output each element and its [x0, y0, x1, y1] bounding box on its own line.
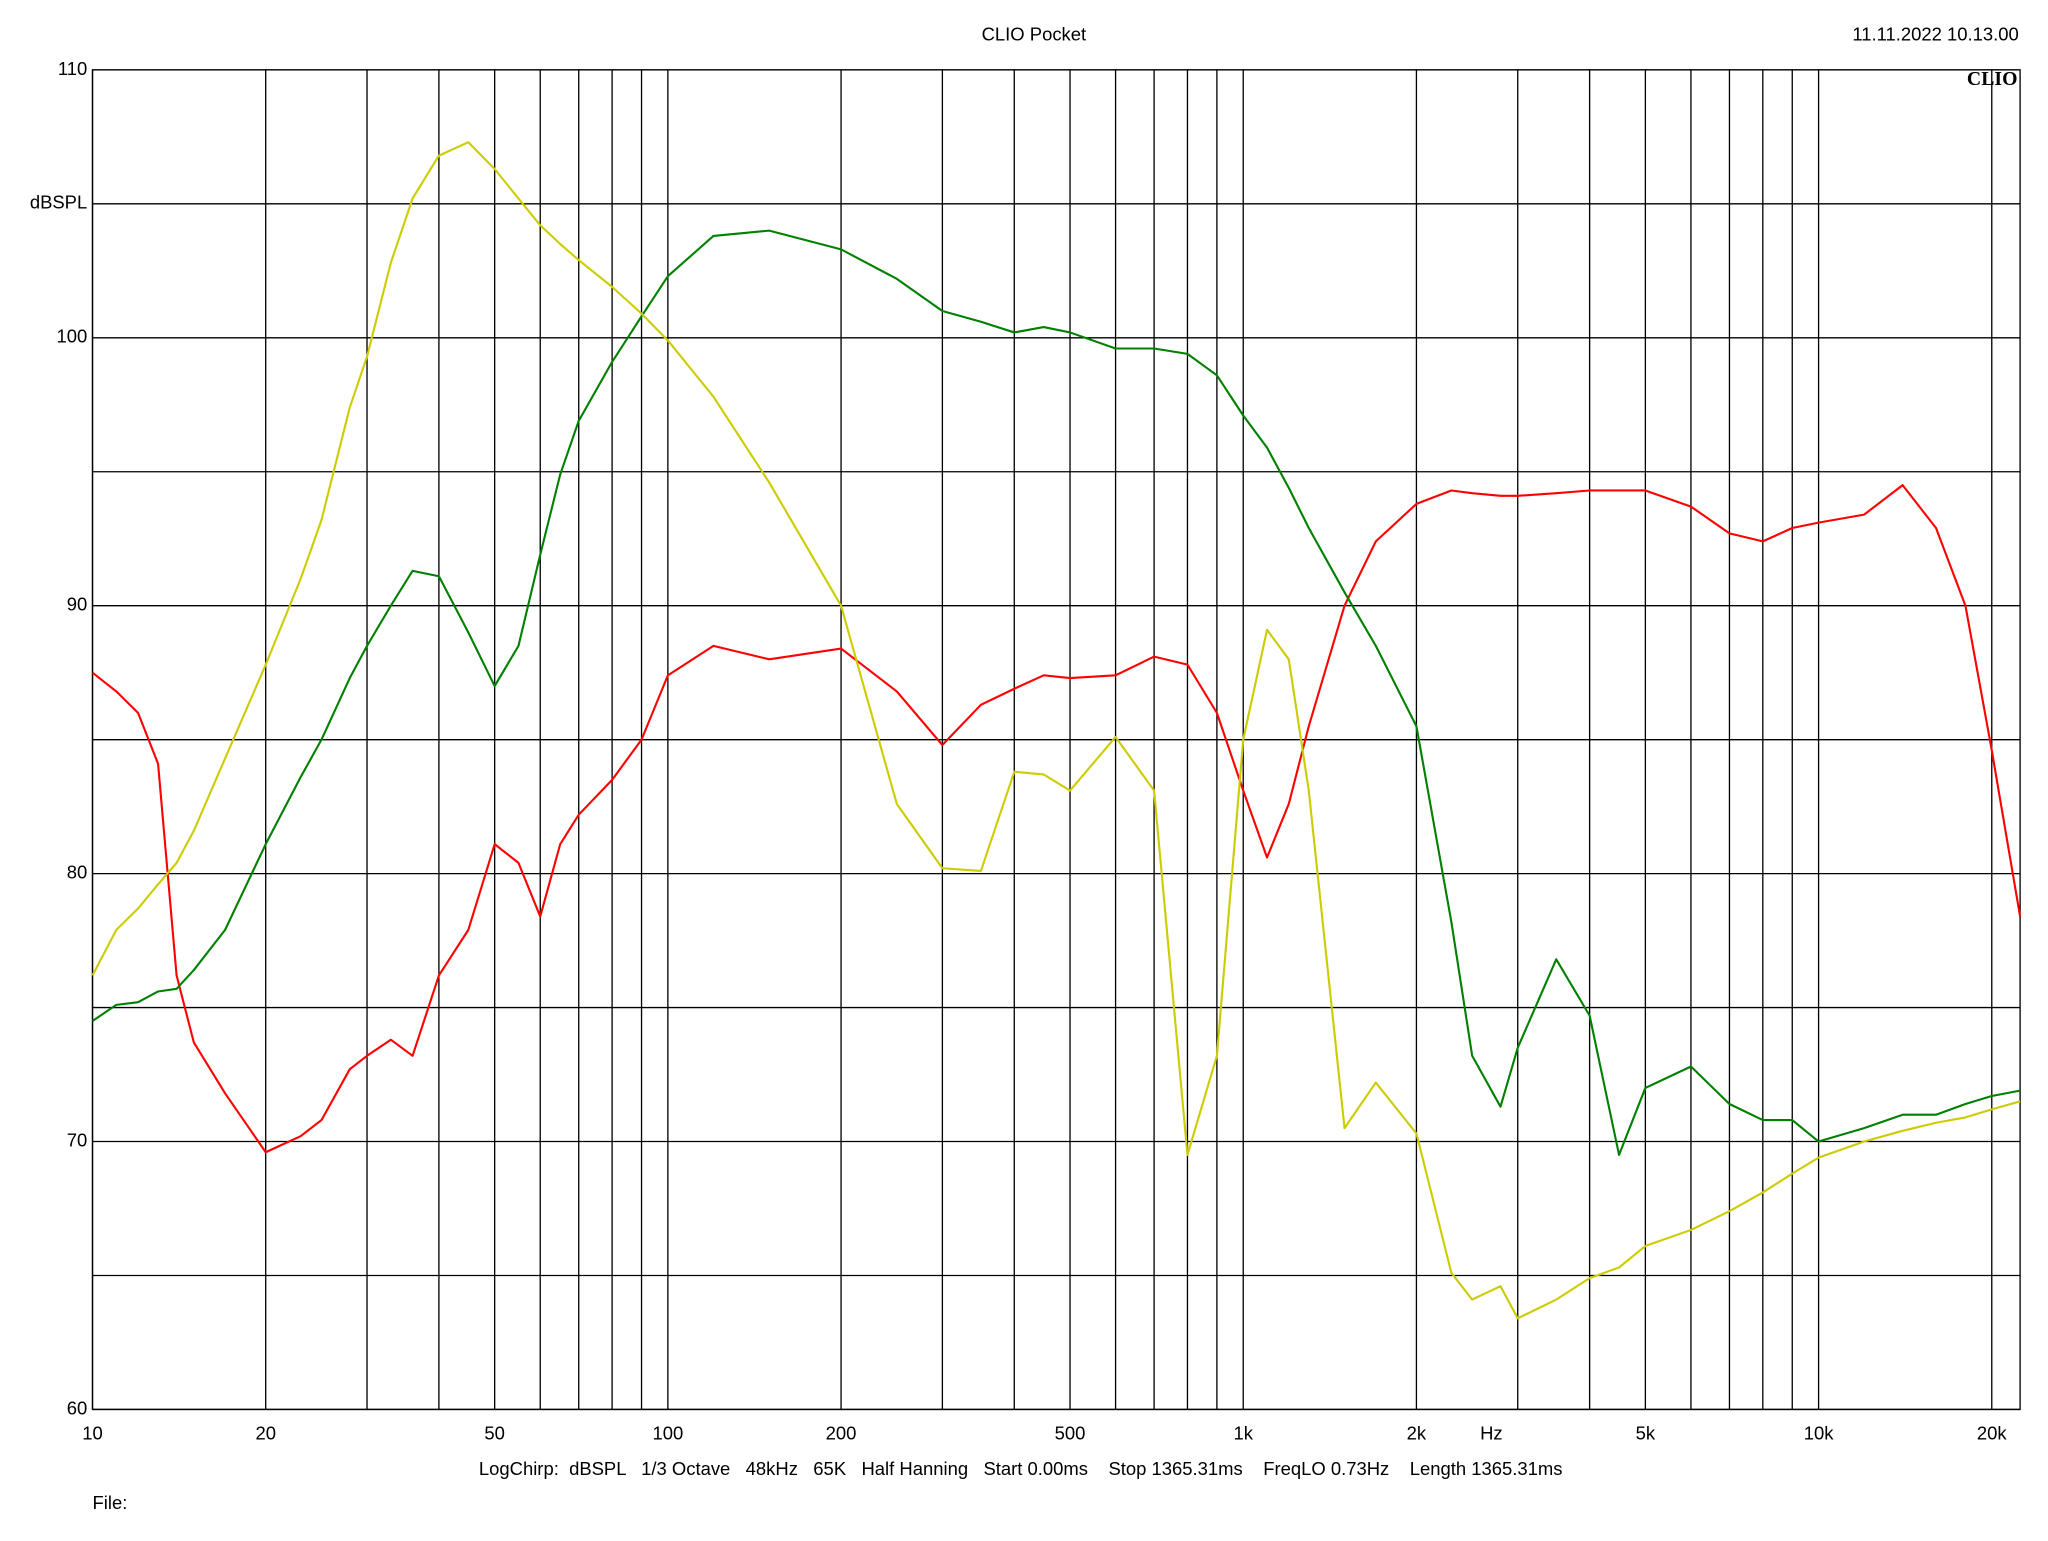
y-tick-label: 70	[67, 1129, 88, 1150]
y-axis-label: dBSPL	[30, 192, 87, 213]
x-axis-label: Hz	[1480, 1422, 1503, 1443]
y-tick-label: 110	[58, 58, 87, 79]
chart-title: CLIO Pocket	[982, 23, 1087, 44]
x-tick-label: 50	[484, 1422, 505, 1443]
timestamp: 11.11.2022 10.13.00	[1852, 23, 2018, 44]
x-tick-label: 10k	[1804, 1422, 1835, 1443]
x-tick-label: 20	[255, 1422, 276, 1443]
series-line	[91, 141, 2021, 1320]
series-line	[91, 484, 2022, 1154]
y-tick-label: 100	[56, 326, 87, 347]
footer: LogChirp: dBSPL 1/3 Octave 48kHz 65K Hal…	[479, 1458, 1563, 1479]
y-tick-label: 60	[67, 1397, 88, 1418]
x-tick-label: 100	[652, 1422, 683, 1443]
x-tick-label: 20k	[1977, 1422, 2008, 1443]
x-tick-label: 1k	[1233, 1422, 1253, 1443]
y-tick-label: 80	[67, 861, 88, 882]
file-label: File:	[93, 1492, 128, 1513]
x-tick-label: 5k	[1636, 1422, 1656, 1443]
x-tick-label: 10	[82, 1422, 103, 1443]
x-tick-label: 2k	[1407, 1422, 1427, 1443]
y-tick-label: 90	[67, 594, 88, 615]
series-line	[91, 229, 2021, 1156]
grid	[91, 69, 2021, 1411]
x-tick-label: 500	[1055, 1422, 1086, 1443]
x-tick-label: 200	[826, 1422, 857, 1443]
